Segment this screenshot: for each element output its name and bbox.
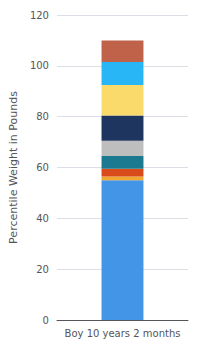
svg-text:20: 20 xyxy=(36,264,49,275)
svg-text:60: 60 xyxy=(36,162,49,173)
svg-text:40: 40 xyxy=(36,213,49,224)
svg-text:100: 100 xyxy=(30,60,49,71)
svg-text:Percentile Weight in Pounds: Percentile Weight in Pounds xyxy=(7,91,20,244)
svg-text:Boy 10 years 2 months: Boy 10 years 2 months xyxy=(65,328,181,339)
svg-text:120: 120 xyxy=(30,10,49,21)
svg-text:80: 80 xyxy=(36,111,49,122)
svg-text:0: 0 xyxy=(43,315,49,326)
